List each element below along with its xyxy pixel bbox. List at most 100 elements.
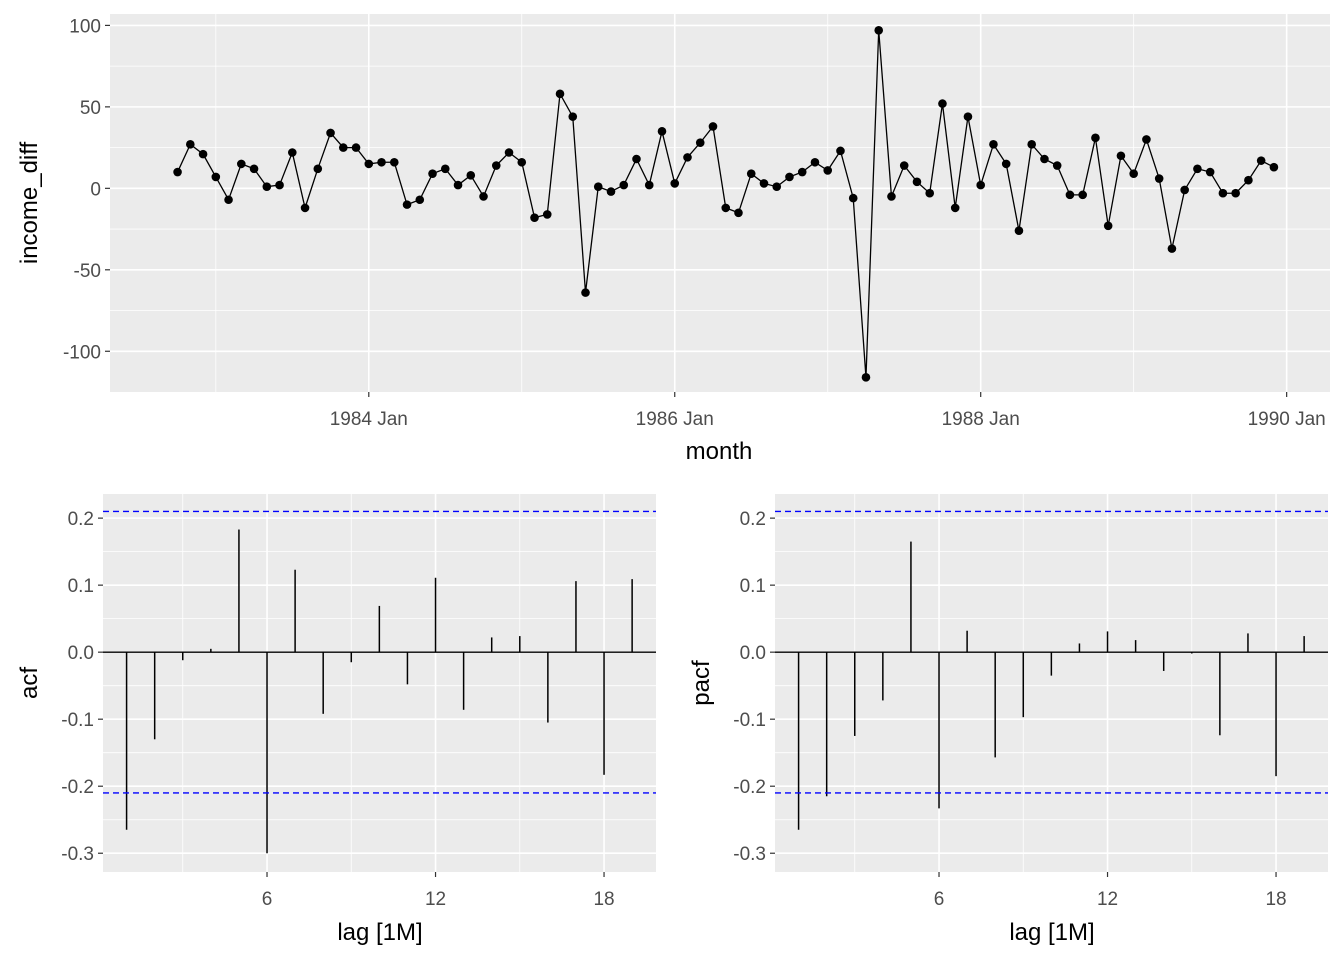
- income-diff-time-series-panel: -100 -50 0 50 100 1984 Jan 1986 Jan 1988 Jan 199…: [63, 14, 1330, 430]
- data-point: [453, 180, 463, 190]
- pacf-panel: -0.3 -0.2 -0.1 0.0 0.1 0.2 6 12 18: [733, 494, 1328, 910]
- data-point: [759, 179, 769, 188]
- y-tick-label: -0.2: [733, 777, 766, 798]
- x-tick-label: 6: [262, 889, 273, 910]
- data-point: [632, 154, 641, 164]
- top-y-axis-title: income_diff: [16, 142, 43, 265]
- data-point: [1065, 190, 1075, 200]
- data-point: [237, 159, 246, 169]
- y-tick-label: 0.0: [68, 643, 94, 664]
- y-tick-label: -100: [63, 342, 101, 363]
- data-point: [1091, 133, 1100, 143]
- acf-panel: -0.3 -0.2 -0.1 0.0 0.1 0.2 6 12 18: [61, 494, 656, 910]
- data-point: [989, 140, 998, 149]
- data-point: [326, 128, 335, 138]
- y-tick-label: -0.1: [61, 710, 94, 731]
- data-point: [1154, 174, 1164, 183]
- acf-y-axis-title: acf: [16, 667, 43, 699]
- panel-background: [775, 494, 1328, 872]
- data-point: [1078, 190, 1087, 200]
- data-point: [402, 200, 412, 209]
- data-point: [848, 193, 858, 203]
- data-point: [836, 146, 845, 156]
- data-point: [1193, 164, 1202, 174]
- data-point: [479, 192, 488, 201]
- data-point: [695, 138, 705, 148]
- y-tick-label: -0.1: [733, 710, 766, 731]
- data-point: [186, 140, 195, 149]
- data-point: [313, 164, 323, 174]
- data-point: [1205, 167, 1215, 177]
- y-tick-label: 0.1: [740, 576, 766, 597]
- x-tick-label: 12: [425, 889, 446, 910]
- data-point: [415, 195, 425, 205]
- data-point: [491, 161, 501, 170]
- data-point: [797, 167, 807, 177]
- y-tick-label: -0.3: [61, 844, 94, 865]
- y-tick-label: 100: [69, 16, 101, 37]
- data-point: [530, 213, 539, 222]
- data-point: [963, 112, 973, 121]
- data-point: [708, 122, 718, 131]
- top-x-axis-title: month: [686, 438, 753, 465]
- x-tick-label: 18: [593, 889, 614, 910]
- acf-x-axis-title: lag [1M]: [337, 919, 422, 946]
- data-point: [211, 172, 221, 182]
- data-point: [734, 208, 743, 218]
- data-point: [644, 180, 654, 190]
- data-point: [581, 288, 590, 297]
- data-point: [173, 167, 182, 177]
- y-tick-label: 0.1: [68, 576, 94, 597]
- y-tick-label: -0.3: [733, 844, 766, 865]
- panel-background: [110, 14, 1330, 392]
- data-point: [1001, 159, 1011, 169]
- data-point: [1231, 188, 1240, 198]
- data-point: [938, 99, 947, 108]
- data-point: [198, 149, 208, 159]
- y-tick-label: 0: [90, 179, 101, 200]
- pacf-y-axis-title: pacf: [688, 660, 715, 706]
- data-point: [351, 143, 361, 152]
- data-point: [1244, 175, 1253, 185]
- data-point: [287, 148, 297, 157]
- data-point: [976, 180, 986, 190]
- x-tick-label: 6: [934, 889, 945, 910]
- x-tick-label: 18: [1265, 889, 1286, 910]
- data-point: [746, 169, 756, 178]
- data-point: [593, 182, 603, 192]
- y-tick-label: 0.2: [740, 509, 766, 530]
- data-point: [1180, 185, 1189, 195]
- data-point: [1269, 162, 1279, 172]
- panel-background: [103, 494, 656, 872]
- data-point: [772, 182, 782, 192]
- data-point: [912, 177, 922, 187]
- data-point: [224, 195, 233, 205]
- data-point: [899, 161, 909, 170]
- data-point: [249, 164, 259, 174]
- data-point: [606, 187, 616, 196]
- data-point: [1014, 226, 1024, 235]
- data-point: [810, 157, 820, 167]
- x-tick-label: 1984 Jan: [330, 409, 408, 430]
- y-tick-label: -0.2: [61, 777, 94, 798]
- data-point: [861, 373, 871, 382]
- data-point: [1129, 169, 1138, 178]
- data-point: [619, 180, 629, 190]
- data-point: [1116, 151, 1126, 161]
- data-point: [262, 182, 272, 192]
- pacf-x-axis-title: lag [1M]: [1009, 919, 1094, 946]
- data-point: [1167, 244, 1177, 253]
- data-point: [1027, 140, 1036, 149]
- data-point: [950, 203, 960, 213]
- y-tick-label: -50: [74, 261, 101, 282]
- data-point: [568, 112, 578, 121]
- data-point: [1142, 135, 1151, 144]
- x-tick-label: 1988 Jan: [942, 409, 1020, 430]
- x-tick-label: 12: [1097, 889, 1118, 910]
- data-point: [785, 172, 794, 182]
- data-point: [887, 192, 896, 201]
- data-point: [517, 157, 527, 167]
- data-point: [1218, 188, 1228, 198]
- data-point: [504, 148, 514, 157]
